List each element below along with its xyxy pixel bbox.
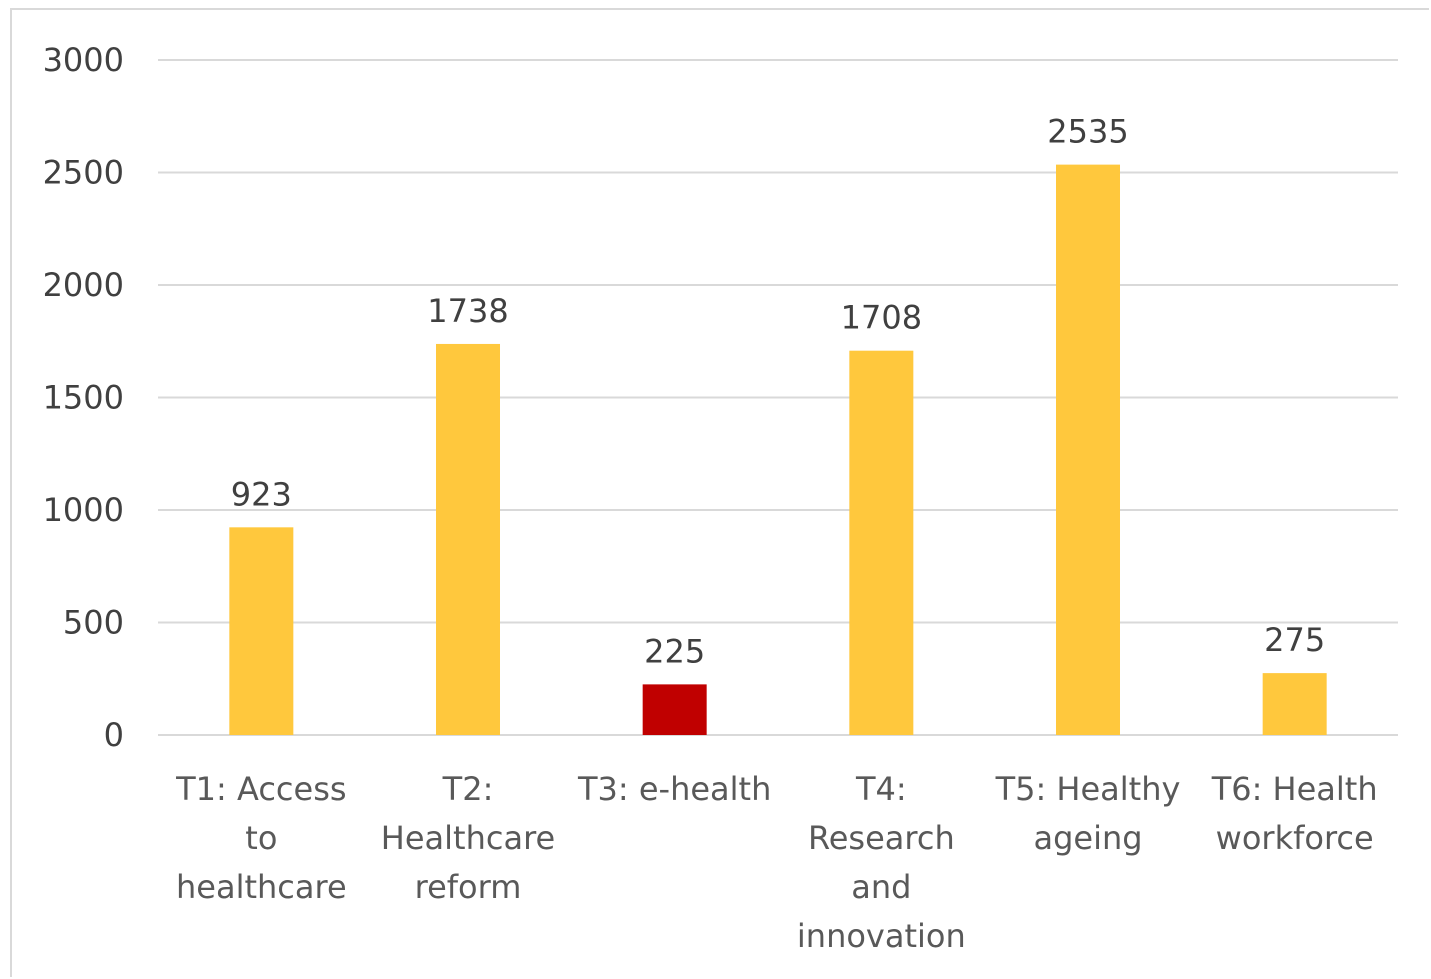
bar: [1262, 673, 1327, 735]
x-category-label: T2:: [442, 770, 494, 808]
y-tick-label: 3000: [43, 41, 124, 79]
x-category-label: T3: e-health: [577, 770, 771, 808]
y-tick-label: 2500: [43, 154, 124, 192]
chart-frame: 0 500 1000 1500 2000 2500 3000 923 1738 225 1708 2…: [10, 8, 1429, 977]
y-axis-ticks: 0 500 1000 1500 2000 2500 3000: [43, 41, 124, 754]
bar-chart: 0 500 1000 1500 2000 2500 3000 923 1738 225 1708 2…: [43, 41, 1398, 955]
x-category-label: T1: Access: [175, 770, 346, 808]
x-category-label: workforce: [1216, 819, 1374, 857]
data-label: 2535: [1047, 113, 1128, 151]
x-category-label: to: [245, 819, 277, 857]
data-label: 275: [1264, 621, 1325, 659]
y-tick-label: 0: [104, 716, 124, 754]
y-tick-label: 500: [63, 604, 124, 642]
y-tick-label: 2000: [43, 266, 124, 304]
data-label: 1738: [427, 292, 508, 330]
x-category-label: T5: Healthy: [995, 770, 1181, 808]
bar: [642, 684, 707, 735]
data-labels: 923 1738 225 1708 2535 275: [231, 113, 1325, 671]
y-tick-label: 1500: [43, 379, 124, 417]
gridlines: [158, 59, 1398, 736]
data-label: 1708: [841, 299, 922, 337]
x-category-label: T4:: [855, 770, 907, 808]
x-category-label: T6: Health: [1211, 770, 1378, 808]
x-category-label: and: [851, 868, 911, 906]
bars: [229, 164, 1327, 735]
x-category-label: Healthcare: [381, 819, 555, 857]
bar: [1056, 164, 1120, 735]
x-category-label: ageing: [1033, 819, 1142, 857]
x-category-label: innovation: [797, 917, 966, 955]
data-label: 225: [644, 632, 705, 670]
x-category-label: Research: [808, 819, 955, 857]
x-category-label: healthcare: [176, 868, 347, 906]
x-category-label: reform: [415, 868, 522, 906]
y-tick-label: 1000: [43, 491, 124, 529]
data-label: 923: [231, 475, 292, 513]
bar: [229, 527, 294, 735]
x-axis-categories: T1: Access to healthcare T2: Healthcare refor…: [175, 770, 1378, 955]
bar: [436, 343, 500, 735]
bar: [849, 350, 914, 735]
